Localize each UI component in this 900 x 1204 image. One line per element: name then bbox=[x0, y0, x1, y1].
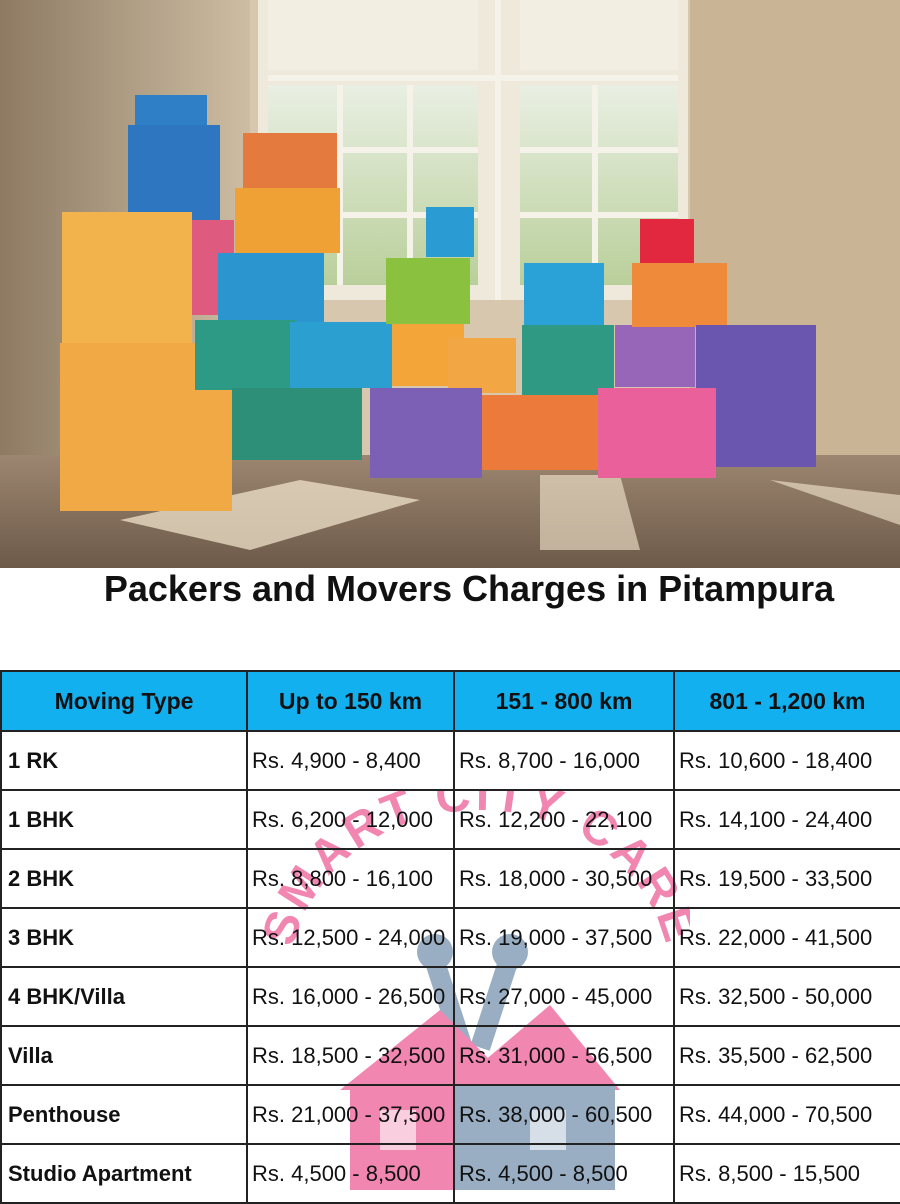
rate-cell: Rs. 8,700 - 16,000 bbox=[453, 730, 675, 791]
moving-type-cell: 2 BHK bbox=[0, 848, 248, 909]
rate-cell: Rs. 10,600 - 18,400 bbox=[673, 730, 900, 791]
hero-image bbox=[0, 0, 900, 568]
table-row: 2 BHK Rs. 8,800 - 16,100 Rs. 18,000 - 30… bbox=[0, 848, 900, 909]
header-801-1200: 801 - 1,200 km bbox=[673, 670, 900, 732]
table-row: Penthouse Rs. 21,000 - 37,500 Rs. 38,000… bbox=[0, 1084, 900, 1145]
table-row: 1 RK Rs. 4,900 - 8,400 Rs. 8,700 - 16,00… bbox=[0, 730, 900, 791]
rate-cell: Rs. 31,000 - 56,500 bbox=[453, 1025, 675, 1086]
rate-cell: Rs. 4,500 - 8,500 bbox=[453, 1143, 675, 1204]
rate-cell: Rs. 8,500 - 15,500 bbox=[673, 1143, 900, 1204]
rate-cell: Rs. 8,800 - 16,100 bbox=[246, 848, 455, 909]
rate-cell: Rs. 27,000 - 45,000 bbox=[453, 966, 675, 1027]
table-row: 4 BHK/Villa Rs. 16,000 - 26,500 Rs. 27,0… bbox=[0, 966, 900, 1027]
table-row: Studio Apartment Rs. 4,500 - 8,500 Rs. 4… bbox=[0, 1143, 900, 1204]
table-row: Villa Rs. 18,500 - 32,500 Rs. 31,000 - 5… bbox=[0, 1025, 900, 1086]
moving-type-cell: 1 RK bbox=[0, 730, 248, 791]
header-moving-type: Moving Type bbox=[0, 670, 248, 732]
rate-cell: Rs. 16,000 - 26,500 bbox=[246, 966, 455, 1027]
rate-cell: Rs. 14,100 - 24,400 bbox=[673, 789, 900, 850]
header-up-to-150: Up to 150 km bbox=[246, 670, 455, 732]
rate-cell: Rs. 4,500 - 8,500 bbox=[246, 1143, 455, 1204]
rate-cell: Rs. 18,500 - 32,500 bbox=[246, 1025, 455, 1086]
rate-cell: Rs. 12,200 - 22,100 bbox=[453, 789, 675, 850]
rate-cell: Rs. 18,000 - 30,500 bbox=[453, 848, 675, 909]
rate-cell: Rs. 6,200 - 12,000 bbox=[246, 789, 455, 850]
charges-table: Moving Type Up to 150 km 151 - 800 km 80… bbox=[0, 670, 900, 1204]
rate-cell: Rs. 44,000 - 70,500 bbox=[673, 1084, 900, 1145]
header-151-800: 151 - 800 km bbox=[453, 670, 675, 732]
table-row: 1 BHK Rs. 6,200 - 12,000 Rs. 12,200 - 22… bbox=[0, 789, 900, 850]
rate-cell: Rs. 21,000 - 37,500 bbox=[246, 1084, 455, 1145]
moving-type-cell: Studio Apartment bbox=[0, 1143, 248, 1204]
rate-cell: Rs. 12,500 - 24,000 bbox=[246, 907, 455, 968]
moving-type-cell: 3 BHK bbox=[0, 907, 248, 968]
moving-type-cell: 1 BHK bbox=[0, 789, 248, 850]
rate-cell: Rs. 38,000 - 60,500 bbox=[453, 1084, 675, 1145]
page-title: Packers and Movers Charges in Pitampura bbox=[103, 568, 835, 609]
moving-boxes-illustration bbox=[0, 0, 900, 568]
rate-cell: Rs. 4,900 - 8,400 bbox=[246, 730, 455, 791]
rate-cell: Rs. 32,500 - 50,000 bbox=[673, 966, 900, 1027]
moving-type-cell: Penthouse bbox=[0, 1084, 248, 1145]
rate-cell: Rs. 35,500 - 62,500 bbox=[673, 1025, 900, 1086]
moving-type-cell: Villa bbox=[0, 1025, 248, 1086]
rate-cell: Rs. 19,500 - 33,500 bbox=[673, 848, 900, 909]
table-row: 3 BHK Rs. 12,500 - 24,000 Rs. 19,000 - 3… bbox=[0, 907, 900, 968]
moving-type-cell: 4 BHK/Villa bbox=[0, 966, 248, 1027]
rate-cell: Rs. 22,000 - 41,500 bbox=[673, 907, 900, 968]
table-header-row: Moving Type Up to 150 km 151 - 800 km 80… bbox=[0, 670, 900, 732]
rate-cell: Rs. 19,000 - 37,500 bbox=[453, 907, 675, 968]
